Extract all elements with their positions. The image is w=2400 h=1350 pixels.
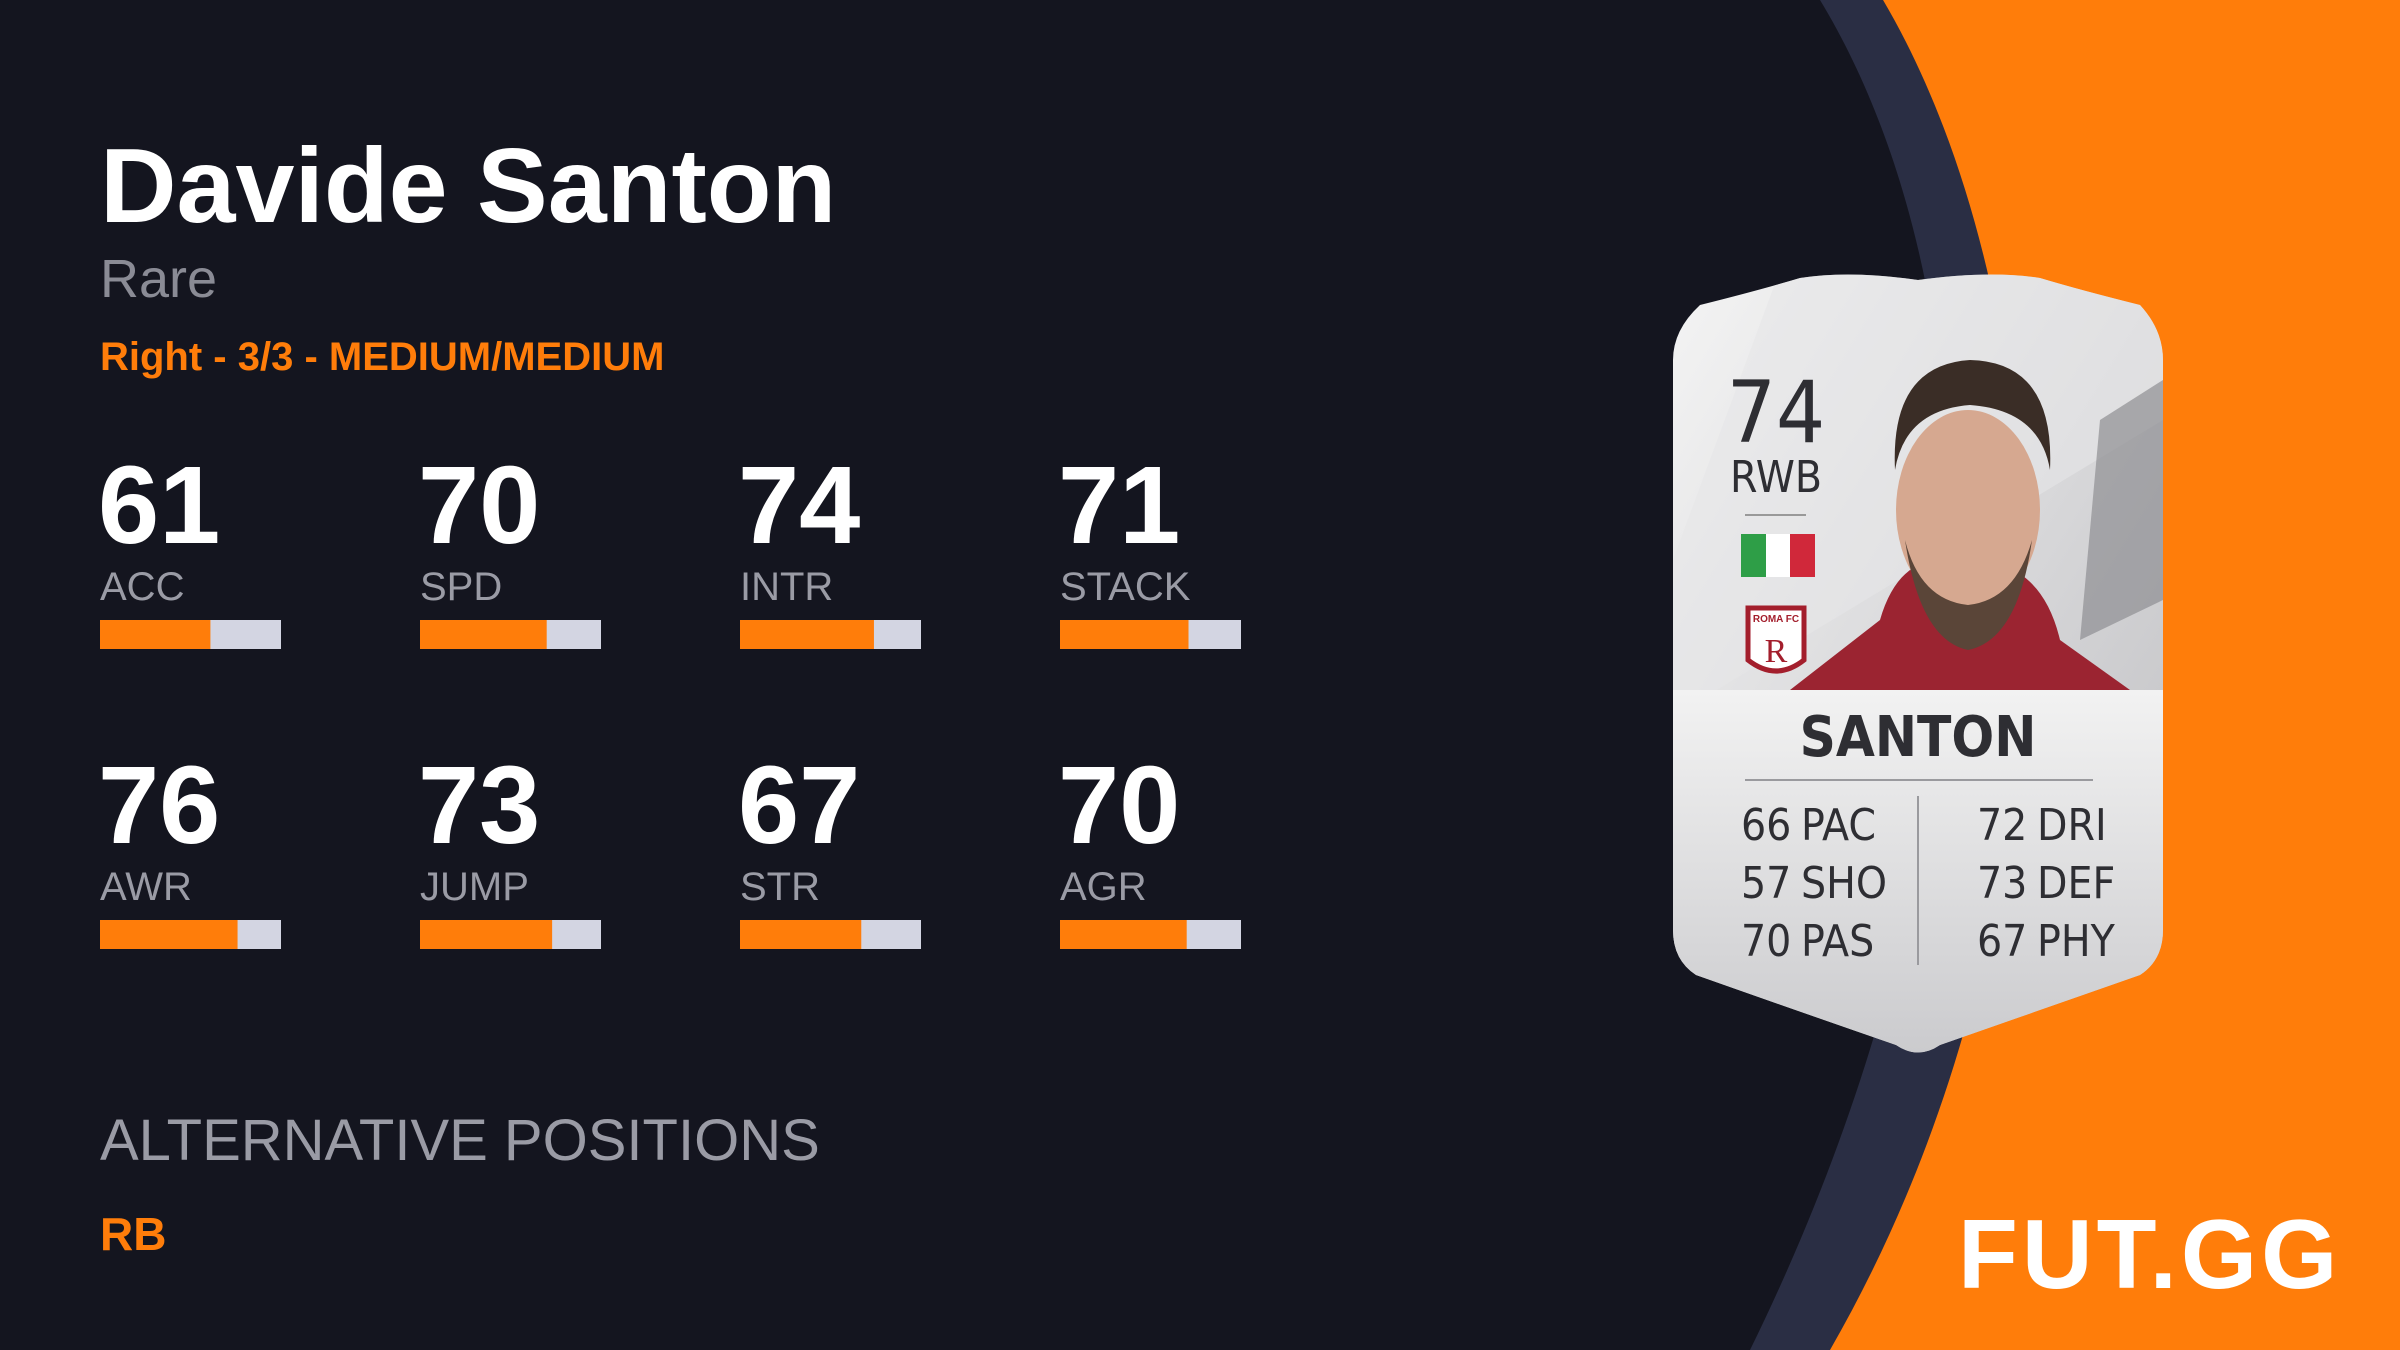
- card-rating: 74: [1727, 363, 1825, 463]
- stat-value: 71: [1058, 444, 1180, 567]
- card-attr-value: 57: [1741, 858, 1791, 909]
- club-badge: [1745, 605, 1807, 674]
- logo: FUT.GG: [1958, 1199, 2341, 1309]
- card-attr-value: 70: [1741, 916, 1791, 967]
- player-details: Right - 3/3 - MEDIUM/MEDIUM: [100, 335, 664, 379]
- card-attr-label: DEF: [2037, 858, 2115, 909]
- club-name: ROMA FC: [1753, 614, 1799, 625]
- stat-label: INTR: [740, 565, 833, 609]
- card-attr-label: PHY: [2037, 916, 2116, 967]
- photo-face: [1896, 410, 2040, 610]
- stat-label: STR: [740, 865, 820, 909]
- stat-bar: [420, 620, 547, 649]
- stat-bar: [100, 620, 211, 649]
- stat-bar: [740, 620, 874, 649]
- stat-label: ACC: [100, 565, 184, 609]
- card-attr-value: 72: [1977, 800, 2027, 851]
- card-name: SANTON: [1800, 705, 2037, 770]
- stat-label: SPD: [420, 565, 502, 609]
- stat-bar: [1060, 920, 1187, 949]
- stat-value: 74: [738, 444, 860, 567]
- stat-bar: [420, 920, 553, 949]
- card-attr-label: SHO: [1801, 858, 1887, 909]
- card-position: RWB: [1730, 452, 1822, 503]
- card-attr-label: DRI: [2037, 800, 2107, 851]
- card-attr-value: 73: [1977, 858, 2027, 909]
- section-title: ALTERNATIVE POSITIONS: [100, 1108, 820, 1173]
- stat-value: 73: [418, 744, 540, 867]
- stat-label: JUMP: [420, 865, 529, 909]
- card-attr-label: PAS: [1801, 916, 1874, 967]
- stat-label: AWR: [100, 865, 192, 909]
- club-mark: R: [1765, 633, 1788, 670]
- stat-label: STACK: [1060, 565, 1191, 609]
- stat-bar: [1060, 620, 1189, 649]
- player-name: Davide Santon: [100, 127, 836, 245]
- stat-bar: [100, 920, 238, 949]
- stat-value: 70: [1058, 744, 1180, 867]
- card-attr-value: 67: [1977, 916, 2027, 967]
- stat-value: 67: [738, 744, 860, 867]
- stats-grid: 61ACC70SPD74INTR71STACK76AWR73JUMP67STR7…: [98, 444, 1241, 949]
- stat-value: 70: [418, 444, 540, 567]
- alt-position: RB: [100, 1208, 166, 1260]
- rarity: Rare: [100, 249, 217, 309]
- card-attr-value: 66: [1741, 800, 1791, 851]
- stat-value: 61: [98, 444, 220, 567]
- stat-bar: [740, 920, 862, 949]
- stat-value: 76: [98, 744, 220, 867]
- card-attr-label: PAC: [1801, 800, 1876, 851]
- flag: [1741, 534, 1815, 577]
- stat-label: AGR: [1060, 865, 1147, 909]
